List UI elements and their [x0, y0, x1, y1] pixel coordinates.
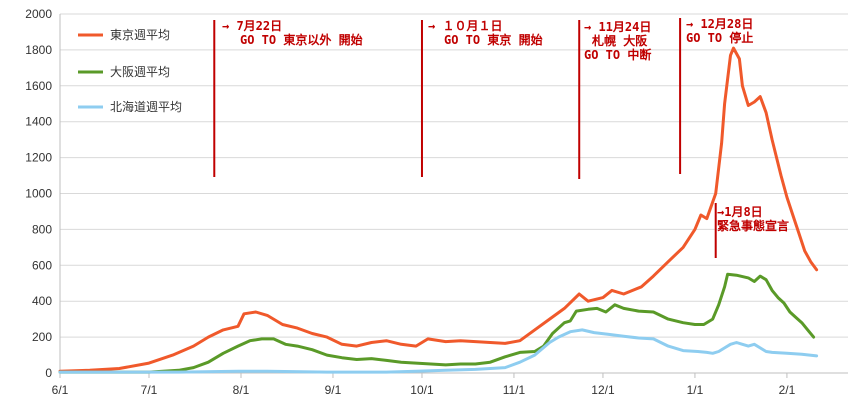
y-tick-label: 1200: [25, 151, 52, 165]
annotation-text: →1月8日: [717, 205, 763, 219]
x-tick-label: 11/1: [503, 383, 526, 397]
annotation-text: GO TO 東京以外 開始: [240, 32, 363, 47]
y-tick-label: 1400: [25, 115, 52, 129]
annotation-text: → １０月１日: [428, 19, 502, 33]
axes: 0 200 400 600 800 1000 1200 1400 1600 1800 2000 6/1…: [25, 7, 848, 397]
x-tick-label: 10/1: [410, 383, 434, 397]
y-tick-label: 1600: [25, 79, 52, 93]
series-layer: [58, 46, 819, 374]
series-line-0: [58, 46, 819, 373]
x-tick-label: 2/1: [779, 383, 796, 397]
annotation-text: → 11月24日: [584, 20, 651, 34]
x-tick-label: 6/1: [52, 383, 69, 397]
series-line-1: [58, 272, 816, 374]
series-line-2: [58, 328, 819, 374]
annotation-text: 札幌 大阪: [591, 33, 648, 48]
y-tick-label: 400: [32, 294, 52, 308]
annotation-text: → 7月22日: [222, 19, 282, 33]
legend-label-hokkaido: 北海道週平均: [110, 99, 182, 114]
y-tick-label: 800: [32, 222, 52, 236]
legend-label-osaka: 大阪週平均: [110, 65, 170, 79]
annotation-text: GO TO 東京 開始: [444, 32, 543, 47]
y-tick-label: 200: [32, 330, 52, 344]
gridlines: [60, 13, 848, 374]
x-tick-label: 8/1: [233, 383, 250, 397]
x-tick-label: 1/1: [687, 383, 704, 397]
legend: 東京週平均 大阪週平均 北海道週平均: [78, 28, 182, 114]
x-tick-label: 12/1: [591, 383, 615, 397]
y-tick-label: 1800: [25, 43, 52, 57]
x-tick-label: 7/1: [141, 383, 158, 397]
y-tick-label: 1000: [25, 187, 52, 201]
annotation-text: → 12月28日: [686, 17, 753, 31]
legend-label-tokyo: 東京週平均: [110, 28, 170, 42]
x-tick-label: 9/1: [325, 383, 342, 397]
y-tick-label: 2000: [25, 7, 52, 21]
annotation-text: GO TO 停止: [686, 30, 753, 45]
y-tick-label: 600: [32, 258, 52, 272]
annotation-text: 緊急事態宣言: [717, 218, 789, 233]
annotation-text: GO TO 中断: [584, 47, 651, 62]
y-tick-label: 0: [45, 366, 52, 380]
